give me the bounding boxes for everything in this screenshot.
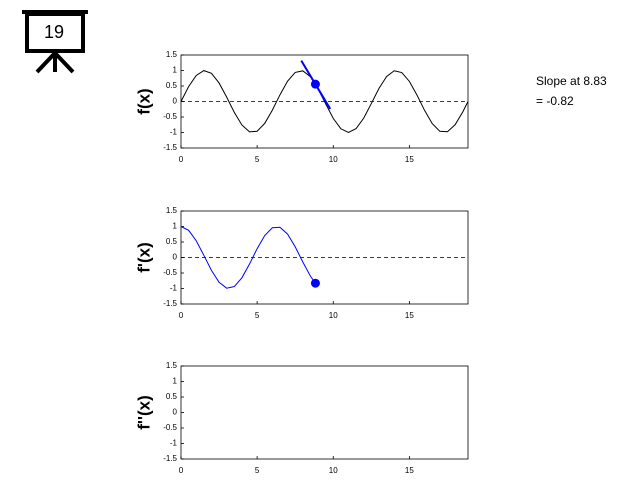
y-tick-label: 0 [173, 408, 178, 417]
curve [180, 70, 469, 134]
y-tick-label: 1.5 [166, 361, 178, 370]
x-tick-label: 15 [405, 311, 414, 320]
point-marker [310, 278, 320, 288]
y-tick-label: -1 [170, 128, 178, 137]
slope-annotation: = -0.82 [536, 94, 574, 108]
y-tick-label: 0.5 [166, 237, 178, 246]
y-tick-label: 1 [173, 66, 178, 75]
slope-annotation: Slope at 8.83 [536, 74, 607, 88]
y-tick-label: 1.5 [166, 50, 178, 59]
subplot: 0 5 10 15 -1.5 -1 -0.5 0 0.5 1 1.5 f(x) Slope at 8.8… [134, 50, 607, 164]
y-axis-label: f'(x) [134, 242, 153, 272]
x-tick-label: 10 [329, 466, 338, 475]
x-tick-label: 5 [255, 155, 260, 164]
y-tick-label: 0.5 [166, 81, 178, 90]
curve [180, 226, 316, 289]
x-tick-label: 0 [179, 466, 184, 475]
y-tick-label: -1.5 [163, 454, 177, 463]
x-tick-label: 10 [329, 311, 338, 320]
easel-icon: 19 [22, 10, 88, 74]
y-tick-label: -0.5 [163, 423, 177, 432]
y-axis-label: f''(x) [134, 395, 153, 430]
x-tick-label: 15 [405, 466, 414, 475]
x-tick-label: 0 [179, 155, 184, 164]
subplot: 0 5 10 15 -1.5 -1 -0.5 0 0.5 1 1.5 f'(x) [134, 206, 469, 320]
x-tick-label: 15 [405, 155, 414, 164]
x-tick-label: 0 [179, 311, 184, 320]
axes-box [180, 365, 469, 460]
y-tick-label: -0.5 [163, 268, 177, 277]
y-tick-label: -0.5 [163, 112, 177, 121]
y-tick-label: -1.5 [163, 143, 177, 152]
y-axis-label: f(x) [134, 88, 153, 114]
y-tick-label: 0 [173, 97, 178, 106]
y-tick-label: -1 [170, 439, 178, 448]
slide-number: 19 [44, 22, 64, 42]
y-tick-label: -1 [170, 284, 178, 293]
y-tick-label: -1.5 [163, 299, 177, 308]
y-tick-label: 1.5 [166, 206, 178, 215]
y-tick-label: 1 [173, 377, 178, 386]
x-tick-label: 5 [255, 311, 260, 320]
point-marker [310, 79, 320, 89]
x-tick-label: 10 [329, 155, 338, 164]
subplot: 0 5 10 15 -1.5 -1 -0.5 0 0.5 1 1.5 f''(x) [134, 361, 469, 475]
y-tick-label: 1 [173, 222, 178, 231]
x-tick-label: 5 [255, 466, 260, 475]
y-tick-label: 0 [173, 253, 178, 262]
y-tick-label: 0.5 [166, 392, 178, 401]
